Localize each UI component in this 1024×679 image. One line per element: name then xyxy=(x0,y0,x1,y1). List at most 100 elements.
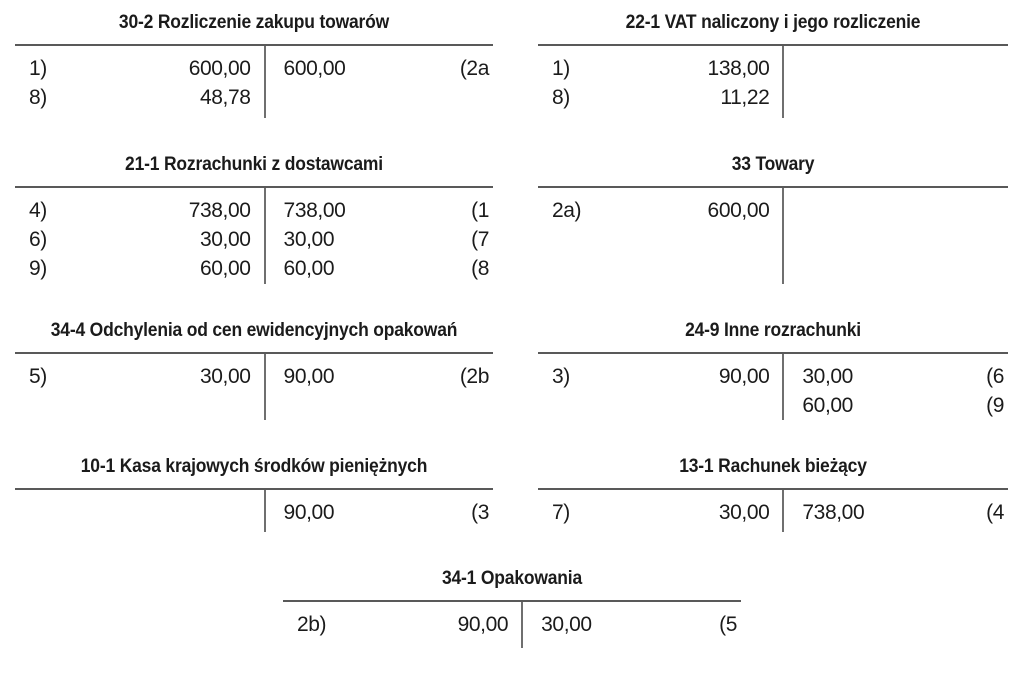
accounts-row-2: 21-1 Rozrachunki z dostawcami 4) 738,00 6) 3… xyxy=(15,154,1008,284)
entry-ref: 6) xyxy=(29,228,47,251)
t-account-34-1: 34-1 Opakowania 2b) 90,00 30,00 (5 xyxy=(283,568,741,648)
account-top-rule xyxy=(538,488,1008,490)
account-top-rule xyxy=(538,44,1008,46)
credit-column: 30,00 (6 60,00 (9 xyxy=(782,354,1008,420)
account-body: 2a) 600,00 xyxy=(538,188,1008,284)
entry-amount: 11,22 xyxy=(720,86,770,109)
debit-column: 1) 600,00 8) 48,78 xyxy=(15,46,264,118)
account-title-33: 33 Towary xyxy=(731,154,815,175)
t-account-33: 33 Towary 2a) 600,00 xyxy=(538,154,1008,284)
ledger-entry: 30,00 (7 xyxy=(266,225,493,254)
entry-amount: 90,00 xyxy=(283,501,335,524)
credit-column: 600,00 (2a xyxy=(263,46,493,118)
account-top-rule xyxy=(15,352,493,354)
account-body: 4) 738,00 6) 30,00 9) 60,00 738,00 (1 30,00 (7 60,… xyxy=(15,188,493,284)
entry-ref: 3) xyxy=(552,365,570,388)
ledger-entry: 3) 90,00 xyxy=(538,362,782,391)
entry-amount: 30,00 xyxy=(802,365,853,388)
ledger-entry: 1) 138,00 xyxy=(538,54,782,83)
t-account-30-2: 30-2 Rozliczenie zakupu towarów 1) 600,00 8… xyxy=(15,12,493,118)
entry-amount: 90,00 xyxy=(283,365,335,388)
ledger-entry: 738,00 (4 xyxy=(784,498,1008,527)
debit-column: 5) 30,00 xyxy=(15,354,264,420)
entry-amount: 600,00 xyxy=(707,199,770,222)
accounts-row-4: 10-1 Kasa krajowych środków pieniężnych 9… xyxy=(15,456,1008,532)
credit-column xyxy=(782,188,1008,284)
credit-column: 30,00 (5 xyxy=(521,602,741,648)
ledger-entry: 6) 30,00 xyxy=(15,225,264,254)
entry-ref: 1) xyxy=(29,57,47,80)
account-title-21-1: 21-1 Rozrachunki z dostawcami xyxy=(125,154,383,175)
account-top-rule xyxy=(538,352,1008,354)
entry-amount: 738,00 xyxy=(188,199,251,222)
debit-column: 4) 738,00 6) 30,00 9) 60,00 xyxy=(15,188,264,284)
ledger-entry: 2a) 600,00 xyxy=(538,196,782,225)
credit-column: 738,00 (1 30,00 (7 60,00 (8 xyxy=(263,188,493,284)
entry-ref: 8) xyxy=(552,86,570,109)
account-title-34-4: 34-4 Odchylenia od cen ewidencyjnych opa… xyxy=(50,320,458,341)
ledger-entry: 4) 738,00 xyxy=(15,196,264,225)
entry-ref: (1 xyxy=(471,199,489,222)
debit-column: 7) 30,00 xyxy=(538,490,782,532)
entry-ref: 2a) xyxy=(552,199,582,222)
entry-amount: 30,00 xyxy=(199,365,251,388)
t-account-21-1: 21-1 Rozrachunki z dostawcami 4) 738,00 6) 3… xyxy=(15,154,493,284)
accounts-row-1: 30-2 Rozliczenie zakupu towarów 1) 600,00 8… xyxy=(15,12,1008,118)
entry-ref: 5) xyxy=(29,365,47,388)
entry-ref: (4 xyxy=(986,501,1004,524)
entry-amount: 30,00 xyxy=(199,228,251,251)
account-title-34-1: 34-1 Opakowania xyxy=(441,568,583,589)
account-top-rule xyxy=(15,488,493,490)
credit-column: 90,00 (2b xyxy=(263,354,493,420)
account-top-rule xyxy=(15,186,493,188)
debit-column: 3) 90,00 xyxy=(538,354,782,420)
entry-amount: 738,00 xyxy=(283,199,346,222)
t-account-10-1: 10-1 Kasa krajowych środków pieniężnych 9… xyxy=(15,456,493,532)
account-title-22-1: 22-1 VAT naliczony i jego rozliczenie xyxy=(625,12,921,33)
entry-amount: 30,00 xyxy=(718,501,770,524)
entry-ref: (8 xyxy=(471,257,489,280)
entry-ref: 4) xyxy=(29,199,47,222)
ledger-entry: 30,00 (6 xyxy=(784,362,1008,391)
entry-amount: 30,00 xyxy=(541,613,592,636)
entry-ref: 9) xyxy=(29,257,47,280)
account-body: 1) 138,00 8) 11,22 xyxy=(538,46,1008,118)
entry-amount: 30,00 xyxy=(283,228,335,251)
ledger-entry: 5) 30,00 xyxy=(15,362,264,391)
t-account-34-4: 34-4 Odchylenia od cen ewidencyjnych opa… xyxy=(15,320,493,420)
ledger-entry: 8) 48,78 xyxy=(15,83,264,112)
entry-ref: (2a xyxy=(459,57,490,80)
ledger-entry: 60,00 (9 xyxy=(784,391,1008,420)
debit-column: 2a) 600,00 xyxy=(538,188,782,284)
debit-column: 2b) 90,00 xyxy=(283,602,521,648)
debit-column xyxy=(15,490,264,532)
ledger-entry: 1) 600,00 xyxy=(15,54,264,83)
entry-amount: 600,00 xyxy=(283,57,346,80)
entry-amount: 90,00 xyxy=(718,365,770,388)
entry-ref: (2b xyxy=(459,365,490,388)
ledger-entry: 738,00 (1 xyxy=(266,196,493,225)
account-title-30-2: 30-2 Rozliczenie zakupu towarów xyxy=(118,12,390,33)
credit-column xyxy=(782,46,1008,118)
ledger-entry: 9) 60,00 xyxy=(15,254,264,283)
accounts-row-5: 34-1 Opakowania 2b) 90,00 30,00 (5 xyxy=(0,568,1024,648)
entry-ref: (6 xyxy=(986,365,1004,388)
entry-ref: (9 xyxy=(986,394,1004,417)
entry-ref: (7 xyxy=(471,228,489,251)
entry-amount: 60,00 xyxy=(199,257,251,280)
account-top-rule xyxy=(538,186,1008,188)
entry-ref: 8) xyxy=(29,86,47,109)
entry-amount: 48,78 xyxy=(199,86,251,109)
account-body: 90,00 (3 xyxy=(15,490,493,532)
entry-amount: 600,00 xyxy=(188,57,251,80)
debit-column: 1) 138,00 8) 11,22 xyxy=(538,46,782,118)
account-body: 1) 600,00 8) 48,78 600,00 (2a xyxy=(15,46,493,118)
accounts-row-3: 34-4 Odchylenia od cen ewidencyjnych opa… xyxy=(15,320,1008,420)
entry-ref: 2b) xyxy=(297,613,327,636)
entry-amount: 738,00 xyxy=(802,501,865,524)
credit-column: 90,00 (3 xyxy=(263,490,493,532)
account-title-10-1: 10-1 Kasa krajowych środków pieniężnych xyxy=(80,456,428,477)
ledger-entry: 60,00 (8 xyxy=(266,254,493,283)
account-body: 5) 30,00 90,00 (2b xyxy=(15,354,493,420)
